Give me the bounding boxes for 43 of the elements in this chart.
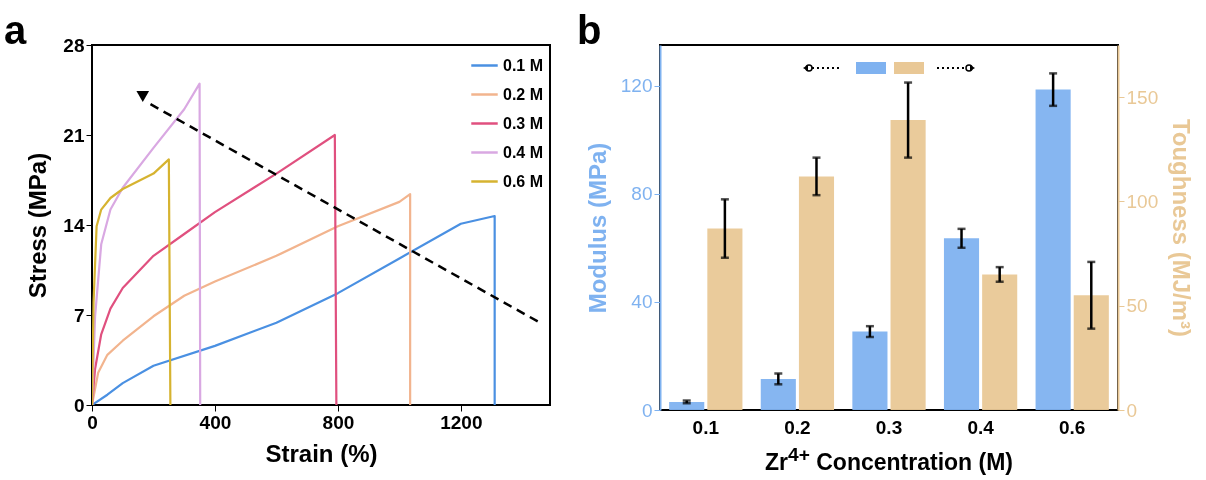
y2-axis-title: Toughness (MJ/m³): [1168, 118, 1196, 338]
x-tick-label: 0.2: [784, 416, 811, 438]
legend-label: 0.4 M: [503, 143, 544, 161]
x-tick-label: 400: [199, 411, 232, 433]
line-series: [92, 193, 412, 405]
bar: [669, 401, 705, 410]
y-tick-label: 40: [631, 291, 653, 313]
y-axis-title: Stress (MPa): [24, 152, 52, 299]
y-tick-label: 28: [63, 34, 85, 56]
legend-label: 0.2 M: [503, 85, 544, 103]
line-series: [92, 158, 172, 405]
x-axis-title: Zr$^{4+}$ Concentration (M): [764, 444, 1014, 476]
y-tick-label: 120: [620, 75, 653, 97]
legend-label: 0.3 M: [503, 114, 544, 132]
x-tick-label: 0.4: [967, 416, 995, 438]
y-tick-label: 0: [73, 394, 85, 416]
legend-label: 0.6 M: [503, 172, 544, 190]
y-tick-label: 7: [73, 304, 85, 326]
line-series: [92, 82, 202, 405]
y2-tick-label: 150: [1126, 86, 1159, 108]
legend-label: 0.1 M: [503, 56, 544, 74]
bar: [760, 378, 796, 410]
bar: [707, 228, 743, 410]
x-tick-label: 1200: [440, 411, 483, 433]
x-tick-label: 0.1: [692, 416, 720, 438]
text: a: [4, 8, 27, 52]
y2-tick-label: 50: [1126, 295, 1148, 317]
line-series: [92, 214, 496, 405]
y-tick-label: 14: [63, 214, 85, 236]
y-axis-title: Modulus (MPa): [583, 142, 611, 314]
y-tick-label: 80: [631, 183, 653, 205]
y-tick-label: 21: [63, 124, 85, 146]
x-tick-label: 0.3: [875, 416, 903, 438]
bar: [1035, 89, 1071, 410]
x-tick-label: 800: [322, 411, 355, 433]
text: b: [577, 8, 602, 52]
bar: [890, 120, 926, 410]
x-axis-title: Strain (%): [265, 439, 378, 467]
x-tick-label: 0.6: [1058, 416, 1086, 438]
line-series: [92, 133, 338, 405]
bar: [852, 331, 888, 410]
bar: [798, 176, 835, 410]
y2-tick-label: 100: [1126, 190, 1159, 212]
